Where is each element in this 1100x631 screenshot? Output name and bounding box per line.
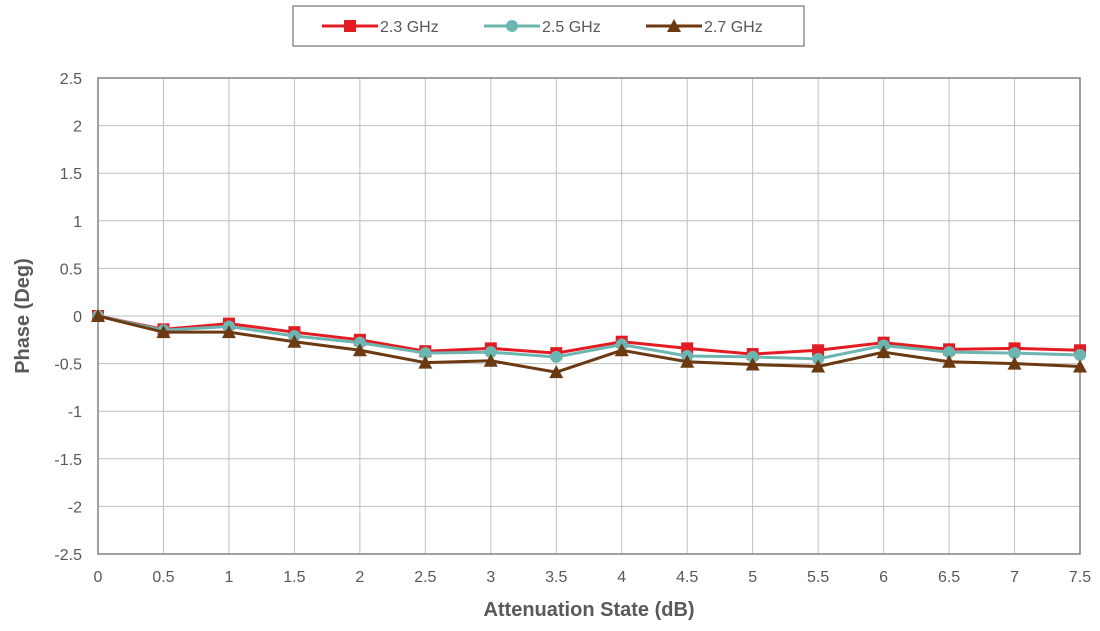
- x-tick-label: 7: [1010, 569, 1019, 586]
- legend-label: 2.3 GHz: [380, 19, 439, 36]
- series-2-7-ghz: [91, 309, 1087, 378]
- y-tick-label: -0.5: [54, 357, 82, 374]
- x-tick-label: 1.5: [283, 569, 305, 586]
- y-tick-label: 0: [73, 309, 82, 326]
- y-tick-label: -1.5: [54, 452, 82, 469]
- x-tick-label: 0: [94, 569, 103, 586]
- y-tick-label: 2: [73, 119, 82, 136]
- y-tick-label: 1: [73, 214, 82, 231]
- y-axis-ticks: 2.5 2 1.5 1 0.5 0 -0.5 -1 -1.5 -2 -2.5: [54, 71, 82, 564]
- x-tick-label: 0.5: [152, 569, 174, 586]
- y-tick-label: -1: [68, 404, 82, 421]
- legend-marker: [344, 20, 356, 32]
- x-tick-label: 3: [486, 569, 495, 586]
- y-tick-label: 1.5: [60, 166, 82, 183]
- data-point: [1074, 349, 1086, 361]
- x-tick-label: 4.5: [676, 569, 698, 586]
- x-tick-label: 1: [224, 569, 233, 586]
- legend-marker: [506, 20, 518, 32]
- gridlines: [98, 78, 1080, 554]
- x-tick-label: 5.5: [807, 569, 829, 586]
- x-tick-label: 5: [748, 569, 757, 586]
- y-tick-label: 0.5: [60, 261, 82, 278]
- x-tick-label: 4: [617, 569, 626, 586]
- series-group: [91, 309, 1087, 378]
- series-line: [98, 316, 1080, 359]
- x-tick-label: 7.5: [1069, 569, 1091, 586]
- legend: 2.3 GHz 2.5 GHz 2.7 GHz: [293, 6, 804, 46]
- x-axis-ticks: 0 0.5 1 1.5 2 2.5 3 3.5 4 4.5 5 5.5 6 6.5 7 7.5: [94, 569, 1092, 586]
- y-axis-title: Phase (Deg): [12, 258, 34, 374]
- y-tick-label: -2: [68, 499, 82, 516]
- legend-label: 2.7 GHz: [704, 19, 763, 36]
- x-axis-title: Attenuation State (dB): [483, 599, 694, 621]
- series-2-5-ghz: [92, 310, 1086, 365]
- y-tick-label: 2.5: [60, 71, 82, 88]
- x-tick-label: 2: [355, 569, 364, 586]
- x-tick-label: 6: [879, 569, 888, 586]
- legend-label: 2.5 GHz: [542, 19, 601, 36]
- x-tick-label: 3.5: [545, 569, 567, 586]
- data-point: [550, 351, 562, 363]
- x-tick-label: 6.5: [938, 569, 960, 586]
- y-tick-label: -2.5: [54, 547, 82, 564]
- x-tick-label: 2.5: [414, 569, 436, 586]
